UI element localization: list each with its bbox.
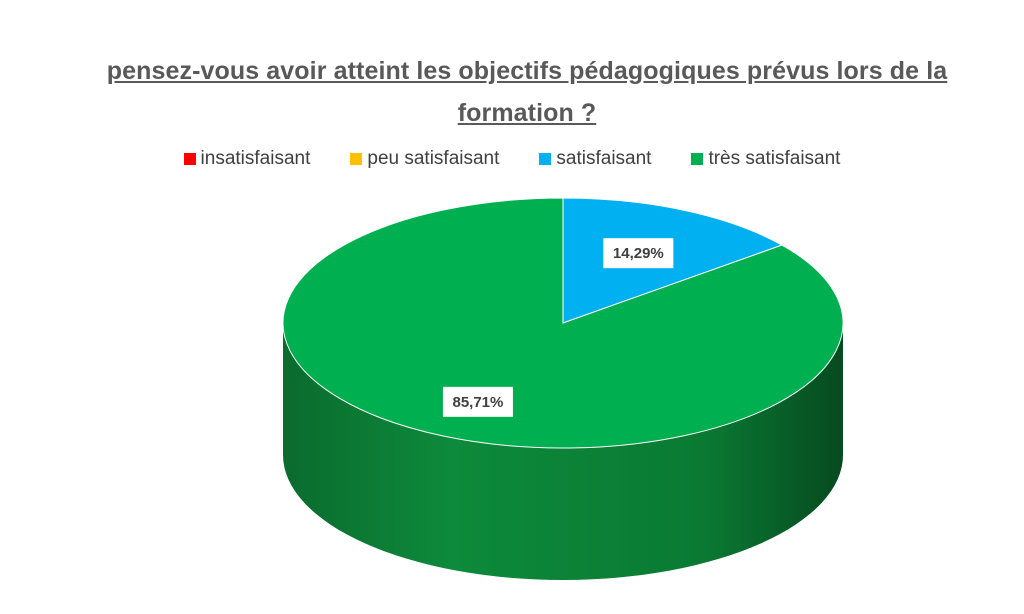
pie-slice-tres-satisfaisant — [282, 197, 844, 449]
data-label-text: 14,29% — [613, 245, 664, 262]
pie-side — [283, 323, 843, 580]
data-label-satisfaisant: 14,29% — [603, 238, 674, 269]
data-label-tres-satisfaisant: 85,71% — [442, 386, 513, 417]
legend: insatisfaisant peu satisfaisant satisfai… — [0, 148, 1024, 170]
legend-label-tres-satisfaisant: très satisfaisant — [708, 148, 841, 169]
legend-item-peu-satisfaisant: peu satisfaisant — [350, 148, 499, 170]
legend-swatch-peu-satisfaisant — [350, 153, 363, 165]
legend-label-peu-satisfaisant: peu satisfaisant — [367, 148, 500, 169]
legend-swatch-tres-satisfaisant — [691, 153, 704, 165]
pie-data-labels: 14,29% 85,71% — [442, 238, 674, 417]
data-label-box — [442, 386, 513, 417]
legend-item-satisfaisant: satisfaisant — [539, 148, 651, 170]
legend-swatch-satisfaisant — [539, 153, 552, 165]
legend-swatch-insatisfaisant — [183, 153, 196, 165]
chart-title: pensez-vous avoir atteint les objectifs … — [106, 57, 948, 127]
legend-item-insatisfaisant: insatisfaisant — [183, 148, 311, 170]
legend-item-tres-satisfaisant: très satisfaisant — [691, 148, 840, 170]
legend-label-insatisfaisant: insatisfaisant — [200, 148, 311, 169]
legend-label-satisfaisant: satisfaisant — [556, 148, 652, 169]
pie-slices — [282, 197, 844, 449]
data-label-box — [603, 238, 674, 269]
data-label-text: 85,71% — [452, 394, 503, 411]
pie-side-wall — [283, 323, 843, 580]
